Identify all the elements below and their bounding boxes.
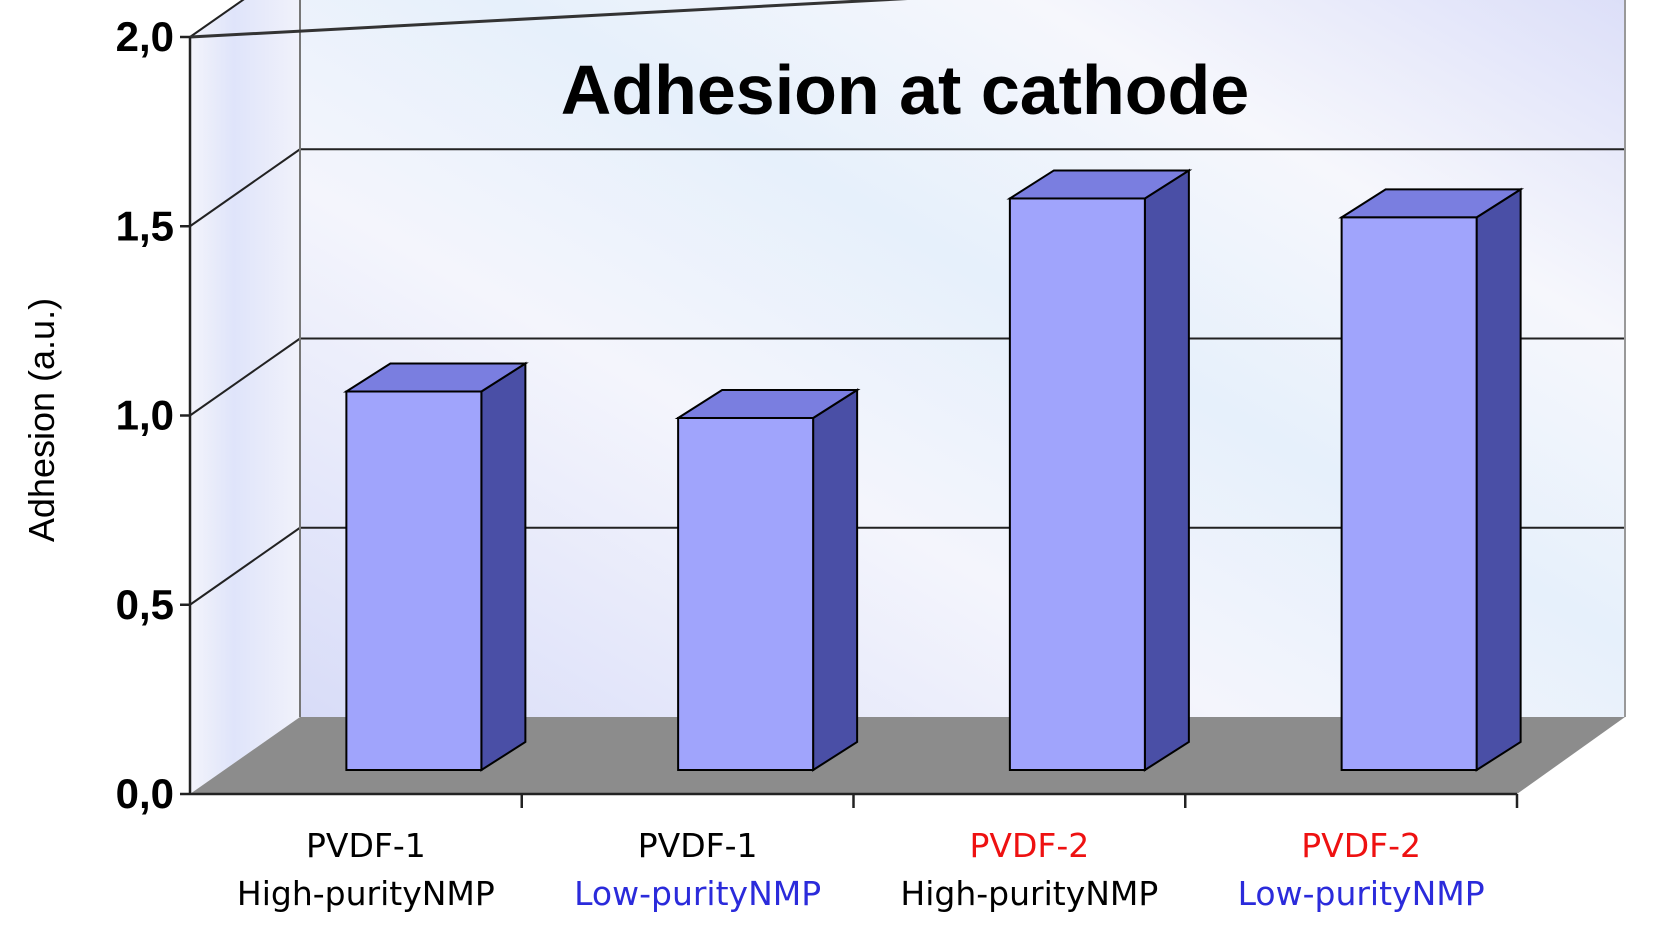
bar (1008, 197, 1146, 771)
y-tick-label: 0,5 (116, 581, 174, 628)
x-tick-label-line2: Low-purityNMP (1237, 874, 1485, 913)
x-tick-label: PVDF-2 Low-purityNMP (1191, 822, 1531, 918)
x-tick-label-line1: PVDF-1 (637, 826, 758, 865)
x-tick-label-line1: PVDF-2 (1301, 826, 1422, 865)
chart-title: Adhesion at cathode (560, 51, 1250, 129)
x-tick-label: PVDF-1 Low-purityNMP (528, 822, 868, 918)
bar (1340, 216, 1478, 771)
y-axis-title-wrap: Adhesion (a.u.) (2, 250, 82, 590)
x-tick-label-line2: High-purityNMP (900, 874, 1159, 913)
x-tick-label-line2: Low-purityNMP (574, 874, 822, 913)
bar-side (480, 361, 527, 772)
bar (677, 416, 815, 771)
bar-side (1143, 168, 1190, 772)
top-edge (189, 0, 908, 39)
y-tick-label: 2,0 (116, 13, 174, 60)
bar (345, 390, 483, 771)
y-tick-label: 1,5 (116, 202, 174, 249)
floor (190, 717, 1625, 794)
gridline-side (189, 0, 245, 38)
bar-side (812, 388, 859, 772)
y-tick-label: 1,0 (116, 392, 174, 439)
x-tick-label-line1: PVDF-2 (969, 826, 1090, 865)
y-axis-title: Adhesion (a.u.) (21, 297, 62, 543)
x-tick-label-line1: PVDF-1 (305, 826, 426, 865)
gridline-side (189, 526, 301, 606)
gridline-side (189, 148, 301, 228)
side-wall (190, 0, 300, 794)
y-tick-label: 0,0 (116, 770, 174, 817)
x-tick-label: PVDF-1 High-purityNMP (196, 822, 536, 918)
bar-side (1475, 187, 1522, 772)
x-tick-label: PVDF-2 High-purityNMP (859, 822, 1199, 918)
x-tick-label-line2: High-purityNMP (236, 874, 495, 913)
gridline-side (189, 337, 301, 417)
